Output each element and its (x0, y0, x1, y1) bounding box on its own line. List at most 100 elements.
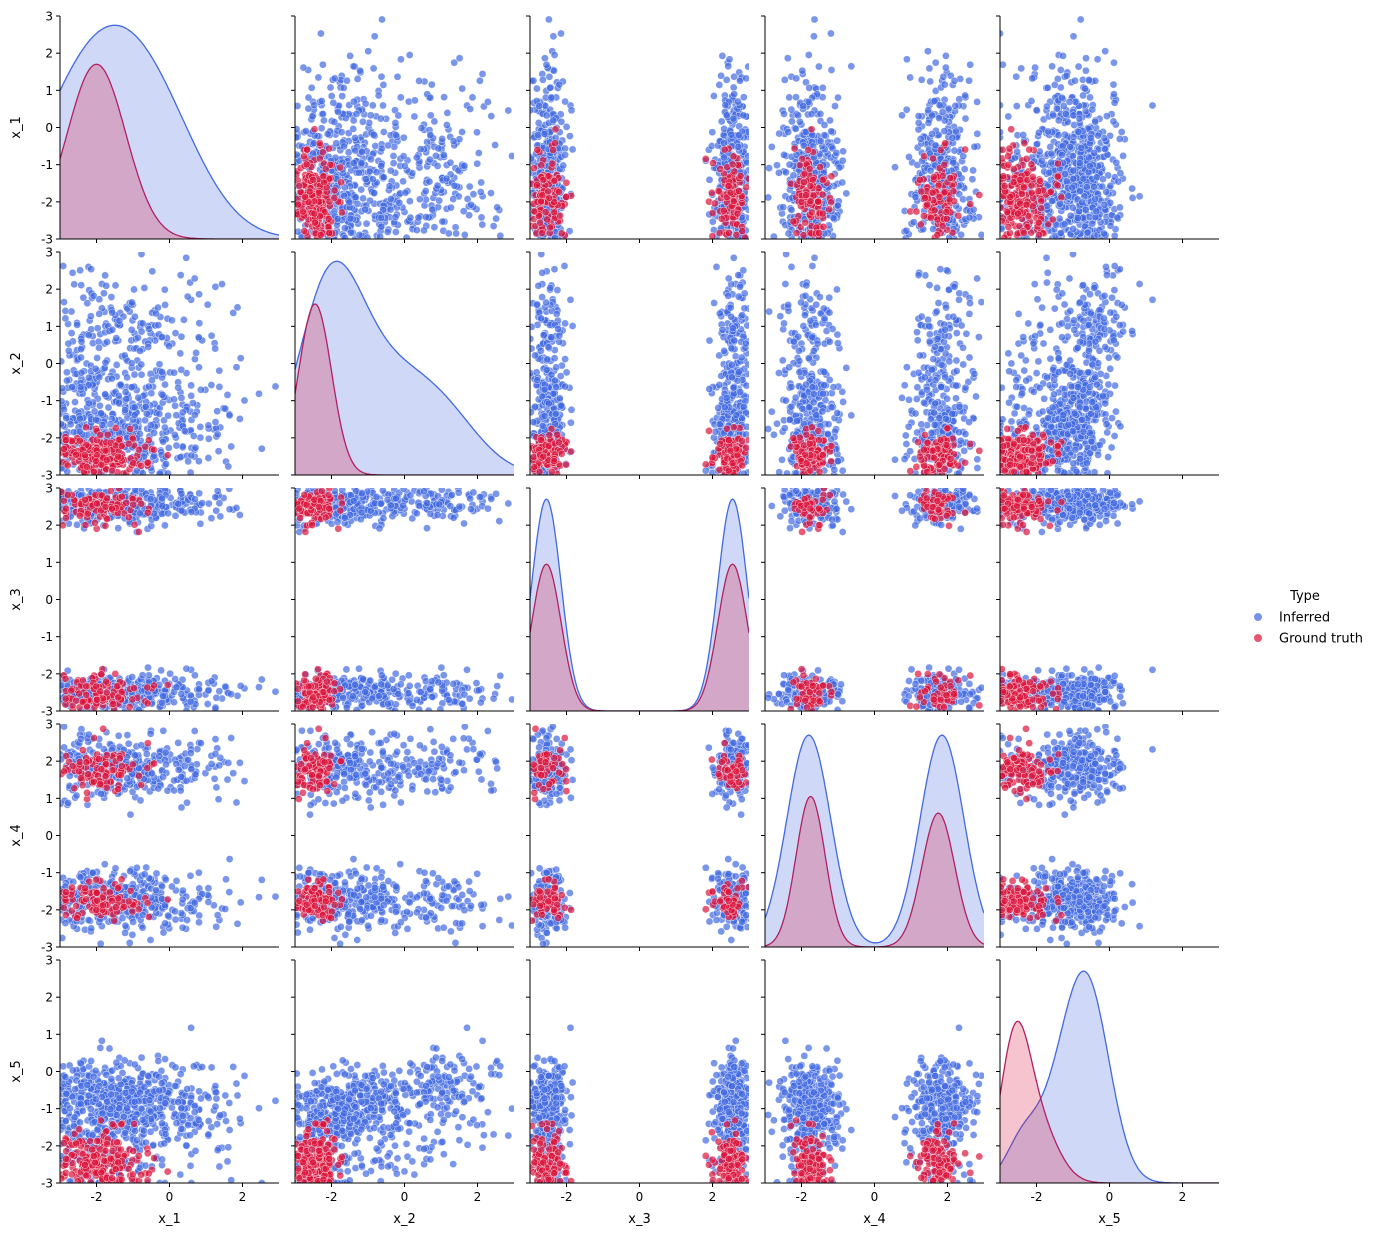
scatter-point-ground-truth (949, 187, 958, 196)
scatter-point-inferred (377, 144, 386, 153)
scatter-point-ground-truth (961, 145, 969, 154)
scatter-point-inferred (365, 119, 374, 127)
scatter-point-ground-truth (709, 159, 717, 167)
scatter-point-inferred (64, 339, 73, 348)
scatter-point-inferred (729, 114, 738, 123)
scatter-point-inferred (442, 174, 451, 183)
scatter-point-inferred (949, 158, 958, 167)
scatter-point-inferred (158, 368, 166, 376)
scatter-point-inferred (344, 148, 353, 157)
scatter-point-inferred (834, 93, 842, 102)
scatter-point-inferred (561, 151, 569, 159)
scatter-point-inferred (77, 281, 86, 289)
scatter-point-inferred (829, 214, 838, 222)
scatter-point-inferred (107, 293, 116, 301)
scatter-point-inferred (539, 75, 547, 84)
scatter-point-ground-truth (101, 446, 110, 455)
scatter-point-inferred (834, 201, 842, 210)
scatter-point-inferred (489, 222, 498, 230)
scatter-point-inferred (1047, 158, 1055, 167)
scatter-point-inferred (1066, 211, 1075, 220)
scatter-point-inferred (413, 226, 421, 234)
scatter-point-ground-truth (738, 227, 747, 235)
scatter-point-ground-truth (1053, 181, 1062, 190)
scatter-point-inferred (530, 408, 535, 417)
scatter-point-ground-truth (539, 175, 548, 184)
scatter-point-inferred (223, 391, 232, 399)
scatter-point-inferred (545, 72, 554, 81)
scatter-point-ground-truth (557, 229, 566, 238)
scatter-point-ground-truth (562, 193, 570, 201)
kde-fill-ground-truth (60, 64, 279, 239)
scatter-point-inferred (1074, 62, 1083, 71)
scatter-point-inferred (394, 111, 403, 120)
scatter-point-ground-truth (916, 175, 924, 184)
scatter-point-inferred (785, 93, 794, 102)
scatter-point-ground-truth (801, 218, 810, 227)
scatter-point-inferred (92, 415, 100, 424)
scatter-point-inferred (458, 84, 467, 93)
scatter-point-inferred (399, 177, 407, 186)
scatter-point-inferred (938, 108, 947, 116)
scatter-point-inferred (215, 383, 224, 391)
scatter-point-inferred (534, 131, 542, 139)
scatter-point-inferred (1085, 162, 1094, 170)
scatter-point-inferred (1056, 199, 1064, 208)
scatter-point-inferred (426, 131, 435, 139)
scatter-point-inferred (477, 213, 486, 222)
scatter-point-inferred (334, 108, 342, 116)
scatter-point-inferred (364, 47, 373, 56)
scatter-point-ground-truth (1016, 199, 1024, 208)
scatter-point-inferred (377, 72, 386, 81)
scatter-point-inferred (130, 285, 138, 294)
scatter-point-inferred (775, 129, 784, 138)
scatter-point-inferred (376, 114, 385, 123)
scatter-point-inferred (468, 93, 477, 102)
kde-line-ground-truth (60, 63, 279, 239)
scatter-point-inferred (98, 421, 107, 429)
scatter-point-inferred (211, 418, 220, 426)
scatter-point-inferred (379, 101, 387, 110)
scatter-point-inferred (450, 58, 459, 67)
scatter-point-ground-truth (126, 425, 135, 433)
scatter-point-inferred (818, 83, 827, 92)
scatter-point-inferred (95, 295, 104, 304)
scatter-point-ground-truth (818, 190, 827, 199)
scatter-point-inferred (443, 109, 452, 117)
scatter-point-inferred (353, 75, 362, 83)
scatter-point-inferred (1099, 175, 1107, 184)
scatter-point-inferred (430, 117, 439, 126)
scatter-point-inferred (350, 97, 358, 106)
scatter-point-ground-truth (330, 194, 339, 202)
scatter-point-ground-truth (1037, 204, 1046, 213)
scatter-point-inferred (400, 162, 409, 170)
scatter-point-inferred (180, 315, 188, 324)
scatter-point-inferred (180, 427, 189, 435)
scatter-point-inferred (1093, 55, 1102, 64)
scatter-point-inferred (557, 117, 566, 126)
scatter-point-inferred (541, 54, 549, 63)
scatter-point-inferred (1068, 203, 1077, 212)
scatter-point-ground-truth (1034, 187, 1043, 195)
scatter-point-ground-truth (89, 467, 98, 475)
scatter-point-inferred (187, 381, 195, 390)
scatter-point-inferred (319, 60, 327, 69)
scatter-point-inferred (1135, 192, 1144, 201)
scatter-point-inferred (171, 401, 179, 410)
scatter-point-inferred (827, 29, 835, 38)
scatter-point-inferred (341, 233, 349, 239)
scatter-point-inferred (1112, 158, 1121, 167)
scatter-point-inferred (722, 76, 731, 84)
scatter-point-inferred (460, 161, 469, 170)
scatter-point-inferred (780, 76, 789, 84)
scatter-point-inferred (1119, 152, 1127, 160)
scatter-point-inferred (232, 363, 241, 372)
scatter-point-inferred (1012, 72, 1021, 81)
scatter-point-inferred (530, 154, 535, 163)
scatter-point-ground-truth (324, 214, 333, 223)
scatter-point-inferred (941, 63, 950, 72)
scatter-point-inferred (942, 52, 950, 60)
scatter-point-inferred (1081, 205, 1090, 214)
scatter-point-inferred (371, 142, 380, 150)
